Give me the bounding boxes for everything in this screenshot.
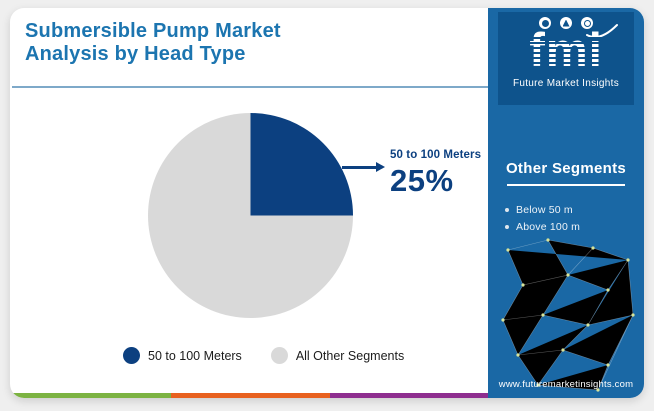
bullet-icon bbox=[505, 207, 509, 212]
logo-icon-row bbox=[498, 17, 634, 29]
legend-dot-blue bbox=[123, 347, 140, 364]
stripe-segment-orange bbox=[171, 393, 330, 398]
legend-dot-gray bbox=[270, 347, 288, 364]
title-divider bbox=[12, 86, 488, 88]
other-segments-list: Below 50 m Above 100 m bbox=[505, 201, 580, 235]
dove-icon bbox=[539, 17, 551, 29]
infographic-card: Submersible Pump Market Analysis by Head… bbox=[10, 8, 644, 398]
constellation-pattern bbox=[501, 238, 635, 392]
other-segments-underline bbox=[507, 184, 625, 186]
other-segments-heading: Other Segments bbox=[505, 160, 627, 177]
fmi-logo: fmi Future Market Insights bbox=[498, 12, 634, 105]
slice-annotation-value: 25% bbox=[390, 163, 454, 198]
fmi-wordmark-stripes bbox=[508, 34, 624, 76]
chart-panel: Submersible Pump Market Analysis by Head… bbox=[10, 8, 488, 398]
page-title: Submersible Pump Market Analysis by Head… bbox=[25, 20, 281, 66]
person-glyph bbox=[562, 19, 570, 27]
stripe-segment-green bbox=[10, 393, 171, 398]
fmi-tagline: Future Market Insights bbox=[512, 78, 620, 89]
legend-label: 50 to 100 Meters bbox=[148, 348, 242, 363]
slice-annotation: 50 to 100 Meters 25% bbox=[390, 149, 481, 199]
stripe-segment-purple bbox=[330, 393, 488, 398]
dove-glyph bbox=[541, 19, 549, 27]
legend-label: All Other Segments bbox=[295, 348, 405, 363]
page-title-line2: Analysis by Head Type bbox=[25, 43, 246, 65]
footer-color-stripe bbox=[10, 393, 488, 398]
list-item: Above 100 m bbox=[505, 218, 580, 235]
list-item-label: Above 100 m bbox=[516, 220, 581, 233]
slice-annotation-label: 50 to 100 Meters bbox=[390, 149, 482, 161]
person-icon bbox=[560, 17, 572, 29]
chart-legend: 50 to 100 Meters All Other Segments bbox=[123, 347, 404, 364]
callout-arrow-icon bbox=[342, 162, 386, 172]
pie-chart bbox=[148, 113, 353, 318]
list-item: Below 50 m bbox=[505, 201, 580, 218]
website-url: www.futuremarketinsights.com bbox=[498, 379, 634, 390]
globe-icon bbox=[581, 17, 593, 29]
arrow-shaft bbox=[342, 166, 378, 169]
sidebar: fmi Future Market Insights Other Segment… bbox=[488, 8, 644, 398]
page-title-line1: Submersible Pump Market bbox=[25, 20, 281, 42]
legend-item-50-100: 50 to 100 Meters bbox=[123, 347, 242, 364]
legend-item-other: All Other Segments bbox=[270, 347, 405, 364]
arrow-head bbox=[376, 162, 385, 172]
list-item-label: Below 50 m bbox=[516, 203, 573, 216]
bullet-icon bbox=[505, 224, 509, 229]
globe-glyph bbox=[583, 19, 591, 27]
